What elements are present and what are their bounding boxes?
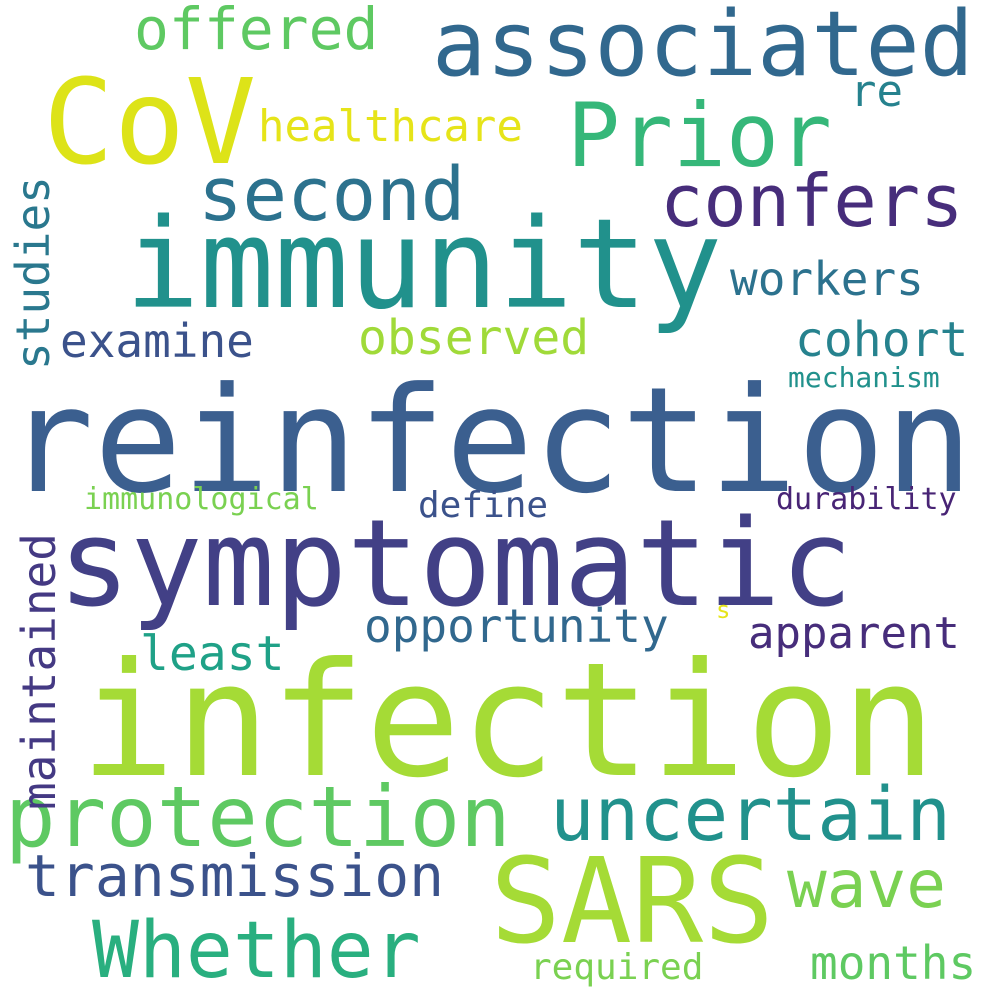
word-required: required [530,947,704,988]
word-re: re [850,66,903,117]
word-confers: confers [660,159,964,243]
word-immunological: immunological [84,482,319,517]
word-durability: durability [776,482,957,517]
word-symptomatic: symptomatic [58,495,853,634]
word-observed: observed [358,310,590,366]
word-associated: associated [432,0,974,97]
word-whether: Whether [92,906,421,996]
word-s: s [716,596,731,624]
word-define: define [418,485,549,526]
word-reinfection: reinfection [6,356,973,526]
word-months: months [810,936,977,990]
word-mechanism: mechanism [788,361,940,394]
word-cohort: cohort [795,312,969,368]
word-transmission: transmission [25,842,445,910]
word-second: second [198,152,466,238]
word-uncertain: uncertain [550,772,951,858]
word-workers: workers [730,252,924,306]
word-infection: infection [80,629,937,813]
word-healthcare: healthcare [258,101,523,152]
word-apparent: apparent [748,608,960,659]
word-prior: Prior [567,84,832,187]
word-sars: SARS [490,832,775,970]
word-least: least [140,626,285,682]
word-wave: wave [787,846,946,923]
word-opportunity: opportunity [364,599,669,653]
word-examine: examine [60,314,254,368]
word-protection: protection [5,768,511,866]
word-maintained: maintained [12,533,66,810]
word-cov: CoV [43,53,257,191]
word-immunity: immunity [125,193,723,337]
word-offered: offered [134,0,379,63]
word-studies: studies [6,176,60,370]
